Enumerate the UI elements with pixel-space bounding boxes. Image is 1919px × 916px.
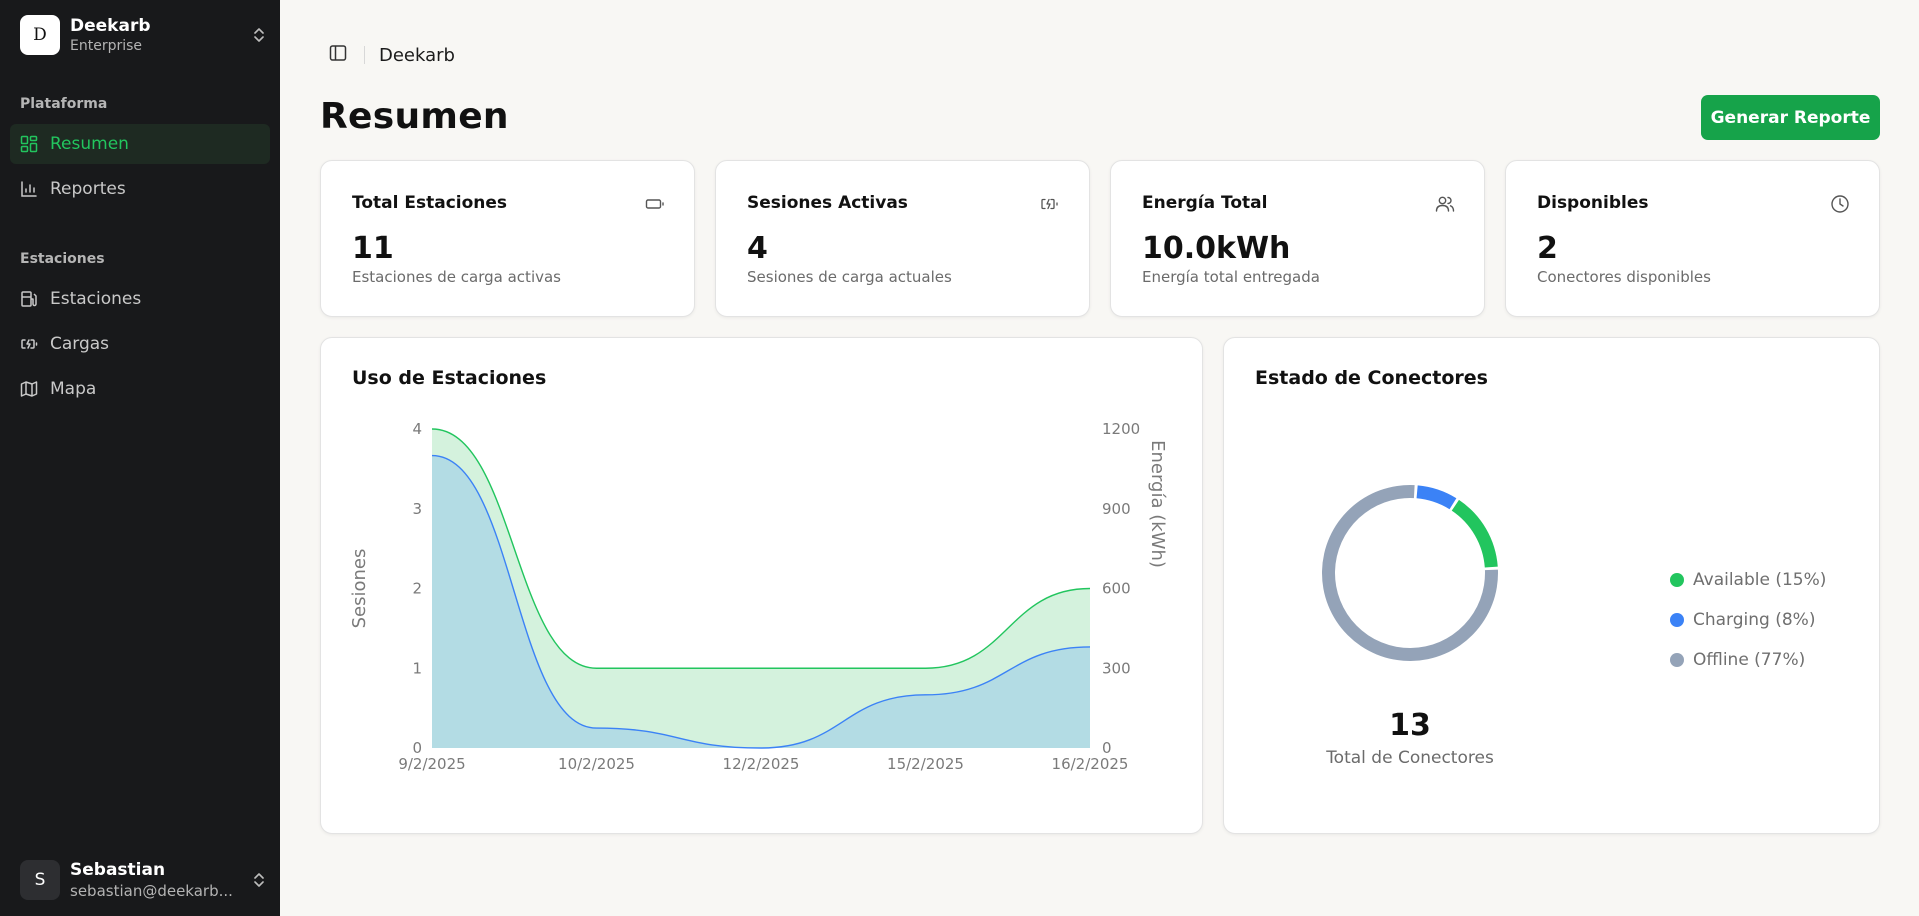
legend-dot bbox=[1670, 653, 1684, 667]
avatar: S bbox=[20, 860, 60, 900]
legend-item-charging: Charging (8%) bbox=[1670, 600, 1826, 640]
battery-charging-icon bbox=[20, 335, 38, 353]
stat-value: 4 bbox=[747, 231, 768, 266]
y-tick-label: 3 bbox=[412, 500, 422, 518]
sidebar-toggle-button[interactable] bbox=[320, 38, 356, 72]
stat-card-total-energy: Energía Total 10.0kWh Energía total entr… bbox=[1110, 160, 1485, 317]
x-tick-label: 15/2/2025 bbox=[887, 755, 964, 773]
connectors-donut-chart bbox=[1322, 485, 1498, 661]
y-right-tick-label: 300 bbox=[1102, 659, 1131, 677]
breadcrumb[interactable]: Deekarb bbox=[379, 44, 455, 66]
battery-icon bbox=[644, 193, 666, 215]
battery-charging-icon bbox=[1039, 193, 1061, 215]
section-label-estaciones: Estaciones bbox=[20, 251, 105, 267]
donut-slice-available bbox=[1451, 499, 1498, 568]
series-area-1 bbox=[432, 455, 1090, 748]
section-label-plataforma: Plataforma bbox=[20, 96, 108, 112]
sidebar-item-estaciones[interactable]: Estaciones bbox=[10, 279, 270, 319]
donut-total-value: 13 bbox=[1389, 708, 1431, 743]
stat-subtitle: Energía total entregada bbox=[1142, 268, 1320, 286]
user-name: Sebastian bbox=[70, 860, 166, 880]
generate-report-button[interactable]: Generar Reporte bbox=[1701, 95, 1880, 140]
sidebar-item-label: Resumen bbox=[50, 134, 129, 154]
chart-title: Uso de Estaciones bbox=[352, 367, 547, 389]
topbar: Deekarb bbox=[320, 38, 455, 72]
legend-dot bbox=[1670, 573, 1684, 587]
stat-value: 2 bbox=[1537, 231, 1558, 266]
workspace-info: Deekarb Enterprise bbox=[70, 16, 250, 54]
workspace-plan: Enterprise bbox=[70, 38, 143, 54]
y-tick-label: 0 bbox=[412, 739, 422, 757]
sidebar-item-mapa[interactable]: Mapa bbox=[10, 369, 270, 409]
sidebar-item-label: Reportes bbox=[50, 179, 126, 199]
stat-title: Sesiones Activas bbox=[747, 193, 908, 213]
sidebar-item-reportes[interactable]: Reportes bbox=[10, 169, 270, 209]
chevrons-up-down-icon bbox=[250, 23, 268, 47]
map-icon bbox=[20, 380, 38, 398]
usage-chart: 0 1 2 3 4 0 300 600 900 1200 9/2/2025 10/2/2025 12/2… bbox=[349, 420, 1168, 773]
y-right-tick-label: 0 bbox=[1102, 739, 1112, 757]
y-right-axis-label: Energía (kWh) bbox=[1147, 440, 1168, 568]
y-tick-label: 4 bbox=[412, 420, 422, 438]
series-line-1 bbox=[431, 454, 1091, 749]
y-axis-label: Sesiones bbox=[349, 549, 370, 629]
users-icon bbox=[1434, 193, 1456, 215]
user-info: Sebastian sebastian@deekarb... bbox=[70, 860, 250, 900]
sidebar-item-label: Cargas bbox=[50, 334, 110, 354]
bar-chart-icon bbox=[20, 180, 38, 198]
stat-subtitle: Sesiones de carga actuales bbox=[747, 268, 952, 286]
legend-item-offline: Offline (77%) bbox=[1670, 640, 1826, 680]
x-tick-label: 10/2/2025 bbox=[558, 755, 635, 773]
legend-label: Available (15%) bbox=[1693, 570, 1827, 590]
user-email: sebastian@deekarb... bbox=[70, 882, 233, 900]
donut-slice-charging bbox=[1416, 485, 1457, 510]
legend-label: Offline (77%) bbox=[1693, 650, 1806, 670]
x-tick-label: 12/2/2025 bbox=[723, 755, 800, 773]
y-right-tick-label: 900 bbox=[1102, 500, 1131, 518]
y-right-tick-label: 1200 bbox=[1102, 420, 1140, 438]
connectors-legend: Available (15%) Charging (8%) Offline (7… bbox=[1670, 560, 1826, 680]
x-tick-label: 16/2/2025 bbox=[1052, 755, 1129, 773]
clock-icon bbox=[1829, 193, 1851, 215]
divider bbox=[364, 46, 365, 64]
stat-card-total-stations: Total Estaciones 11 Estaciones de carga … bbox=[320, 160, 695, 317]
sidebar-item-cargas[interactable]: Cargas bbox=[10, 324, 270, 364]
workspace-switcher[interactable]: D Deekarb Enterprise bbox=[20, 14, 268, 56]
sidebar-item-resumen[interactable]: Resumen bbox=[10, 124, 270, 164]
sidebar: D Deekarb Enterprise Plataforma Resumen … bbox=[0, 0, 280, 916]
stat-title: Energía Total bbox=[1142, 193, 1268, 213]
stat-card-available: Disponibles 2 Conectores disponibles bbox=[1505, 160, 1880, 317]
chevrons-up-down-icon bbox=[250, 868, 268, 892]
stat-value: 10.0kWh bbox=[1142, 231, 1291, 266]
sidebar-item-label: Mapa bbox=[50, 379, 97, 399]
stat-subtitle: Conectores disponibles bbox=[1537, 268, 1711, 286]
stat-value: 11 bbox=[352, 231, 394, 266]
user-menu[interactable]: S Sebastian sebastian@deekarb... bbox=[20, 858, 268, 902]
page-title: Resumen bbox=[320, 96, 509, 137]
stat-subtitle: Estaciones de carga activas bbox=[352, 268, 561, 286]
x-tick-label: 9/2/2025 bbox=[398, 755, 465, 773]
y-tick-label: 2 bbox=[412, 580, 422, 598]
panel-left-icon bbox=[329, 44, 347, 66]
series-line-0 bbox=[431, 428, 1091, 669]
dashboard-icon bbox=[20, 135, 38, 153]
donut-total-label: Total de Conectores bbox=[1326, 748, 1494, 768]
y-tick-label: 1 bbox=[412, 659, 422, 677]
legend-label: Charging (8%) bbox=[1693, 610, 1816, 630]
sidebar-item-label: Estaciones bbox=[50, 289, 142, 309]
workspace-logo: D bbox=[20, 15, 60, 55]
legend-item-available: Available (15%) bbox=[1670, 560, 1826, 600]
fuel-station-icon bbox=[20, 290, 38, 308]
y-right-tick-label: 600 bbox=[1102, 580, 1131, 598]
chart-title: Estado de Conectores bbox=[1255, 367, 1488, 389]
workspace-name: Deekarb bbox=[70, 16, 151, 36]
stat-card-active-sessions: Sesiones Activas 4 Sesiones de carga act… bbox=[715, 160, 1090, 317]
stat-title: Disponibles bbox=[1537, 193, 1649, 213]
stat-title: Total Estaciones bbox=[352, 193, 508, 213]
legend-dot bbox=[1670, 613, 1684, 627]
